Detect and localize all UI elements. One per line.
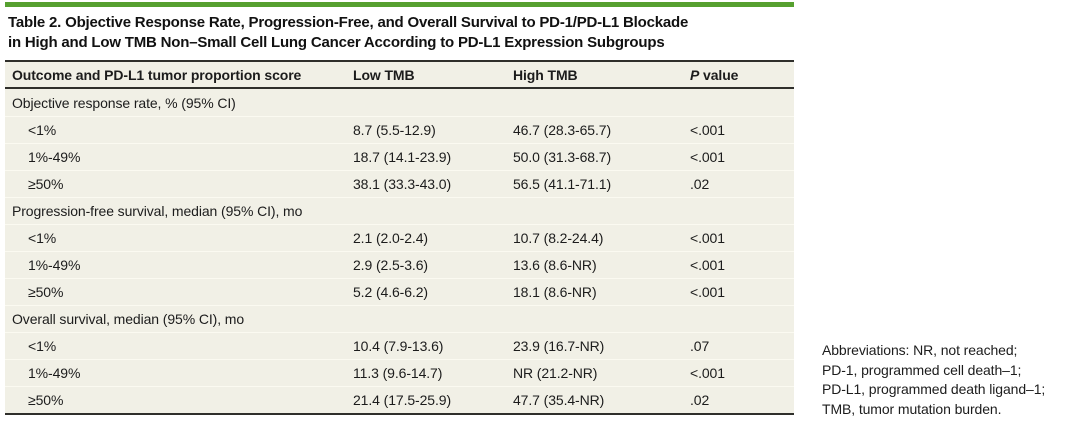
table-row: ≥50% 21.4 (17.5-25.9) 47.7 (35.4-NR) .02 bbox=[5, 386, 794, 413]
cell-high-tmb: 13.6 (8.6-NR) bbox=[513, 257, 597, 273]
table-accent-bar bbox=[5, 2, 794, 7]
cell-high-tmb: NR (21.2-NR) bbox=[513, 365, 598, 381]
table-section-row: Progression-free survival, median (95% C… bbox=[5, 197, 794, 224]
table-header-row: Outcome and PD-L1 tumor proportion score… bbox=[5, 60, 794, 89]
cell-p-value: <.001 bbox=[690, 122, 725, 138]
cell-pd-l1-score: 1%-49% bbox=[28, 257, 81, 273]
table-row: 1%-49% 18.7 (14.1-23.9) 50.0 (31.3-68.7)… bbox=[5, 143, 794, 170]
column-header-p-value: P value bbox=[683, 67, 794, 83]
cell-high-tmb: 23.9 (16.7-NR) bbox=[513, 338, 605, 354]
cell-low-tmb: 5.2 (4.6-6.2) bbox=[353, 284, 428, 300]
cell-pd-l1-score: <1% bbox=[28, 338, 57, 354]
cell-p-value: <.001 bbox=[690, 230, 725, 246]
column-header-outcome: Outcome and PD-L1 tumor proportion score bbox=[12, 66, 302, 83]
cell-high-tmb: 46.7 (28.3-65.7) bbox=[513, 122, 612, 138]
p-value-italic-letter: P bbox=[690, 66, 700, 83]
cell-low-tmb: 2.9 (2.5-3.6) bbox=[353, 257, 428, 273]
cell-pd-l1-score: ≥50% bbox=[28, 392, 64, 408]
table-row: ≥50% 38.1 (33.3-43.0) 56.5 (41.1-71.1) .… bbox=[5, 170, 794, 197]
cell-low-tmb: 11.3 (9.6-14.7) bbox=[353, 365, 443, 381]
footnote-line: PD-L1, programmed death ligand–1; bbox=[822, 381, 1046, 397]
section-label: Overall survival, median (95% CI), mo bbox=[12, 311, 245, 327]
cell-p-value: <.001 bbox=[690, 365, 725, 381]
cell-low-tmb: 21.4 (17.5-25.9) bbox=[353, 392, 452, 408]
cell-p-value: .07 bbox=[690, 338, 710, 354]
table-row: <1% 8.7 (5.5-12.9) 46.7 (28.3-65.7) <.00… bbox=[5, 116, 794, 143]
cell-pd-l1-score: ≥50% bbox=[28, 284, 64, 300]
table-row: <1% 2.1 (2.0-2.4) 10.7 (8.2-24.4) <.001 bbox=[5, 224, 794, 251]
table-row: <1% 10.4 (7.9-13.6) 23.9 (16.7-NR) .07 bbox=[5, 332, 794, 359]
section-label: Progression-free survival, median (95% C… bbox=[12, 203, 303, 219]
table-row: 1%-49% 2.9 (2.5-3.6) 13.6 (8.6-NR) <.001 bbox=[5, 251, 794, 278]
cell-low-tmb: 2.1 (2.0-2.4) bbox=[353, 230, 428, 246]
cell-pd-l1-score: 1%-49% bbox=[28, 365, 81, 381]
column-header-high-tmb: High TMB bbox=[513, 66, 578, 83]
cell-low-tmb: 18.7 (14.1-23.9) bbox=[353, 149, 452, 165]
cell-pd-l1-score: 1%-49% bbox=[28, 149, 81, 165]
table-title-line1: Table 2. Objective Response Rate, Progre… bbox=[8, 14, 689, 31]
table-body: Objective response rate, % (95% CI) <1% … bbox=[5, 89, 794, 415]
p-value-rest: value bbox=[699, 66, 739, 83]
table-section-row: Overall survival, median (95% CI), mo bbox=[5, 305, 794, 332]
cell-low-tmb: 38.1 (33.3-43.0) bbox=[353, 176, 452, 192]
column-header-low-tmb: Low TMB bbox=[353, 66, 415, 83]
footnote-line: PD-1, programmed cell death–1; bbox=[822, 361, 1022, 378]
footnote-line: Abbreviations: NR, not reached; bbox=[822, 342, 1018, 358]
table-row: ≥50% 5.2 (4.6-6.2) 18.1 (8.6-NR) <.001 bbox=[5, 278, 794, 305]
cell-high-tmb: 56.5 (41.1-71.1) bbox=[513, 176, 612, 192]
table-row: 1%-49% 11.3 (9.6-14.7) NR (21.2-NR) <.00… bbox=[5, 359, 794, 386]
cell-pd-l1-score: <1% bbox=[28, 230, 57, 246]
cell-high-tmb: 50.0 (31.3-68.7) bbox=[513, 149, 612, 165]
table-section-row: Objective response rate, % (95% CI) bbox=[5, 89, 794, 116]
cell-low-tmb: 8.7 (5.5-12.9) bbox=[353, 122, 436, 138]
section-label: Objective response rate, % (95% CI) bbox=[12, 94, 236, 111]
table-title: Table 2. Objective Response Rate, Progre… bbox=[8, 13, 794, 53]
footnote-line: TMB, tumor mutation burden. bbox=[822, 400, 1002, 417]
cell-p-value: <.001 bbox=[690, 257, 725, 273]
cell-p-value: .02 bbox=[690, 392, 710, 408]
table-figure: Table 2. Objective Response Rate, Progre… bbox=[5, 2, 794, 415]
cell-low-tmb: 10.4 (7.9-13.6) bbox=[353, 338, 444, 354]
cell-pd-l1-score: <1% bbox=[28, 122, 57, 138]
cell-p-value: <.001 bbox=[690, 284, 725, 300]
cell-p-value: .02 bbox=[690, 176, 710, 192]
cell-pd-l1-score: ≥50% bbox=[28, 176, 64, 192]
cell-high-tmb: 18.1 (8.6-NR) bbox=[513, 284, 597, 300]
cell-high-tmb: 10.7 (8.2-24.4) bbox=[513, 230, 604, 246]
table-footnote: Abbreviations: NR, not reached; PD-1, pr… bbox=[822, 341, 1045, 419]
table-title-line2: in High and Low TMB Non–Small Cell Lung … bbox=[8, 34, 665, 51]
cell-high-tmb: 47.7 (35.4-NR) bbox=[513, 392, 605, 408]
cell-p-value: <.001 bbox=[690, 149, 725, 165]
